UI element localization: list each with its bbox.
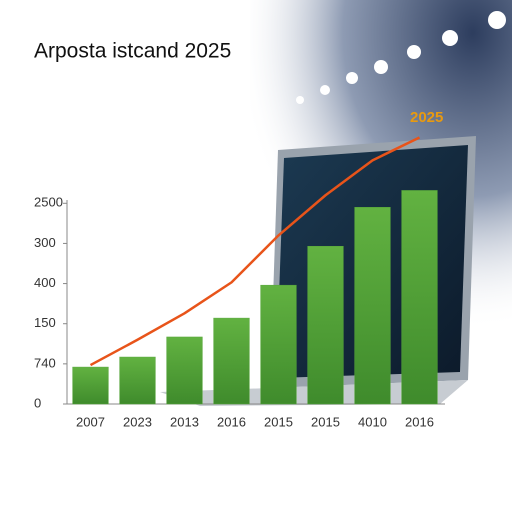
annotation: 2025 [410, 109, 443, 126]
y-tick-label: 2500 [34, 195, 63, 210]
bar [401, 190, 438, 405]
y-tick-label: 300 [34, 235, 56, 250]
bar [166, 336, 203, 405]
bar [260, 284, 297, 405]
bar [72, 366, 109, 405]
chart-title: Arposta istcand 2025 [34, 40, 231, 63]
y-tick-label: 0 [34, 395, 41, 410]
plot-area: 0 740 150 400 300 2500 2007 2023 2013 2016 2015 201… [34, 136, 438, 429]
line [89, 136, 421, 367]
x-tick-label: 2016 [405, 414, 434, 429]
bar [354, 207, 391, 405]
y-tick-label: 740 [34, 355, 56, 370]
stadium-lights [296, 11, 506, 104]
y-tick-label: 150 [34, 315, 56, 330]
bar [213, 317, 250, 405]
bar [119, 356, 156, 405]
x-tick-label: 2007 [76, 414, 105, 429]
y-tick-label: 400 [34, 275, 56, 290]
bar [307, 245, 344, 405]
x-tick-label: 2015 [311, 414, 340, 429]
x-tick-label: 2013 [170, 414, 199, 429]
x-tick-label: 2015 [264, 414, 293, 429]
x-tick-label: 2016 [217, 414, 246, 429]
x-tick-label: 2023 [123, 414, 152, 429]
x-tick-label: 4010 [358, 414, 387, 429]
